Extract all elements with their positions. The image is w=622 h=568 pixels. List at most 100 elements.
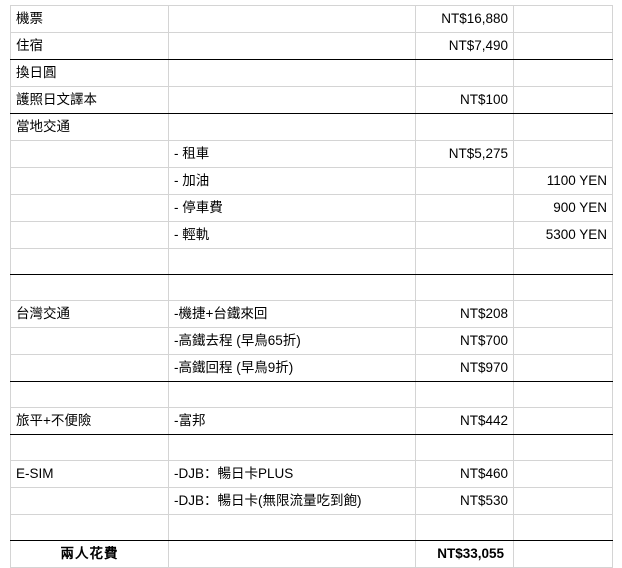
table-row: 當地交通 [10,113,613,141]
cell-category[interactable] [10,221,169,249]
cell-detail[interactable] [168,514,416,541]
cell-detail[interactable] [168,32,416,60]
cell-detail[interactable]: - 加油 [168,167,416,195]
cell-category[interactable] [10,167,169,195]
cell-amount-twd[interactable] [415,59,514,87]
cell-detail[interactable] [168,113,416,141]
cell-amount-twd[interactable] [415,274,514,301]
cell-amount-twd[interactable] [415,221,514,249]
cell-category[interactable]: 換日圓 [10,59,169,87]
cell-category[interactable]: 兩人花費 [10,540,169,568]
table-row: - 租車 NT$5,275 [10,140,613,168]
cell-category[interactable]: 機票 [10,5,169,33]
cell-amount-twd[interactable]: NT$530 [415,487,514,515]
cell-amount-twd[interactable]: NT$460 [415,460,514,488]
cell-detail[interactable]: -富邦 [168,407,416,435]
cell-category[interactable] [10,487,169,515]
cell-amount-yen[interactable] [513,113,613,141]
cell-amount-twd[interactable]: NT$700 [415,327,514,355]
cell-amount-twd[interactable] [415,381,514,408]
cell-detail[interactable]: -高鐵回程 (早鳥9折) [168,354,416,382]
cell-category[interactable]: 住宿 [10,32,169,60]
cell-amount-yen[interactable] [513,327,613,355]
cell-detail[interactable]: - 租車 [168,140,416,168]
cell-amount-yen[interactable] [513,487,613,515]
cell-category[interactable] [10,194,169,222]
cell-detail[interactable]: -DJB：暢日卡(無限流量吃到飽) [168,487,416,515]
cell-amount-yen[interactable] [513,248,613,275]
table-row: -DJB：暢日卡(無限流量吃到飽) NT$530 [10,487,613,515]
cell-amount-yen[interactable] [513,381,613,408]
cell-category[interactable]: E-SIM [10,460,169,488]
table-row: 旅平+不便險 -富邦 NT$442 [10,407,613,435]
cell-category[interactable] [10,434,169,461]
cell-category[interactable] [10,514,169,541]
cell-amount-yen[interactable] [513,140,613,168]
cell-detail[interactable] [168,5,416,33]
cell-category[interactable] [10,327,169,355]
cell-detail[interactable]: -DJB：暢日卡PLUS [168,460,416,488]
cell-amount-twd[interactable] [415,248,514,275]
cell-detail[interactable] [168,381,416,408]
cell-amount-yen[interactable] [513,59,613,87]
cell-amount-yen[interactable] [513,434,613,461]
table-row [10,434,613,461]
cell-amount-twd[interactable] [415,434,514,461]
cell-detail[interactable] [168,274,416,301]
cell-amount-yen[interactable]: 1100 YEN [513,167,613,195]
cell-detail[interactable] [168,248,416,275]
table-row [10,514,613,541]
table-row [10,381,613,408]
cell-amount-yen[interactable]: 5300 YEN [513,221,613,249]
cell-amount-twd[interactable] [415,167,514,195]
cell-amount-yen[interactable]: 900 YEN [513,194,613,222]
cell-amount-twd[interactable]: NT$33,055 [415,540,514,568]
cell-amount-twd[interactable]: NT$442 [415,407,514,435]
cell-category[interactable] [10,381,169,408]
cell-detail[interactable]: -高鐵去程 (早鳥65折) [168,327,416,355]
cell-amount-twd[interactable]: NT$100 [415,86,514,114]
cell-amount-twd[interactable]: NT$5,275 [415,140,514,168]
cell-amount-yen[interactable] [513,514,613,541]
cell-amount-yen[interactable] [513,354,613,382]
cell-amount-yen[interactable] [513,274,613,301]
cell-category[interactable] [10,248,169,275]
cell-amount-yen[interactable] [513,460,613,488]
cell-amount-yen[interactable] [513,86,613,114]
cell-detail[interactable]: - 輕軌 [168,221,416,249]
cell-amount-yen[interactable] [513,5,613,33]
table-row: 機票 NT$16,880 [10,5,613,33]
cell-category[interactable] [10,354,169,382]
cell-amount-twd[interactable]: NT$7,490 [415,32,514,60]
table-row: 換日圓 [10,59,613,87]
cell-amount-yen[interactable] [513,300,613,328]
cell-detail[interactable] [168,59,416,87]
cell-detail[interactable]: - 停車費 [168,194,416,222]
cell-amount-twd[interactable] [415,113,514,141]
table-row: - 停車費 900 YEN [10,194,613,222]
cell-amount-twd[interactable] [415,194,514,222]
table-row: 住宿 NT$7,490 [10,32,613,60]
cell-category[interactable]: 旅平+不便險 [10,407,169,435]
table-row [10,274,613,301]
cell-amount-yen[interactable] [513,32,613,60]
cell-amount-twd[interactable]: NT$970 [415,354,514,382]
cell-detail[interactable]: -機捷+台鐵來回 [168,300,416,328]
cell-amount-twd[interactable] [415,514,514,541]
table-row [10,248,613,275]
cell-category[interactable]: 台灣交通 [10,300,169,328]
table-row: 護照日文譯本 NT$100 [10,86,613,114]
cell-amount-yen[interactable] [513,407,613,435]
cell-detail[interactable] [168,540,416,568]
table-row: -高鐵去程 (早鳥65折) NT$700 [10,327,613,355]
cell-amount-twd[interactable]: NT$208 [415,300,514,328]
cell-detail[interactable] [168,434,416,461]
cell-category[interactable] [10,274,169,301]
cell-amount-yen[interactable] [513,540,613,568]
spreadsheet-container: 機票 NT$16,880 住宿 NT$7,490 換日圓 護照日文譯本 NT$100 當地交通… [10,5,613,568]
cell-category[interactable]: 當地交通 [10,113,169,141]
cell-category[interactable] [10,140,169,168]
cell-category[interactable]: 護照日文譯本 [10,86,169,114]
cell-detail[interactable] [168,86,416,114]
cell-amount-twd[interactable]: NT$16,880 [415,5,514,33]
